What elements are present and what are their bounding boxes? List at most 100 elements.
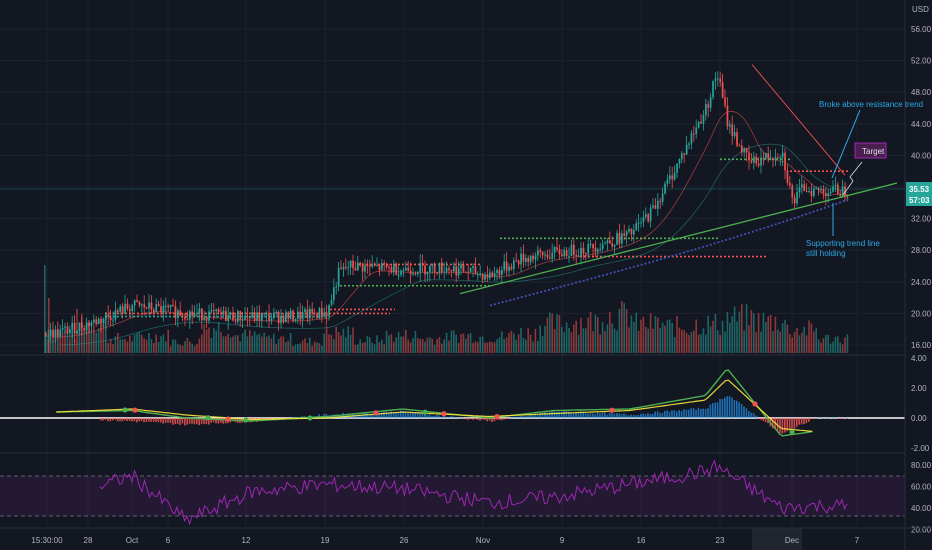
candle-body [203, 317, 206, 321]
volume-bar [789, 333, 791, 353]
volume-bar [676, 316, 678, 353]
macd-histogram-bar [649, 413, 652, 418]
volume-bar [90, 330, 93, 353]
candle-body [712, 80, 714, 98]
candle-body [237, 310, 239, 322]
macd-histogram-bar [469, 418, 472, 419]
candle-body [61, 327, 64, 330]
rsi-pane[interactable] [0, 459, 905, 526]
volume-bar [395, 337, 397, 353]
volume-bar [49, 333, 52, 353]
candle-body [575, 254, 578, 257]
volume-bar [633, 322, 635, 353]
volume-bar [609, 311, 611, 353]
price-tick-label: 52.00 [911, 57, 932, 66]
macd-histogram-bar [716, 402, 719, 418]
candle-body [49, 329, 52, 336]
candle-body [789, 182, 791, 186]
macd-histogram-bar [604, 412, 606, 418]
macd-histogram-bar [539, 413, 541, 418]
volume-bar [61, 332, 64, 353]
macd-histogram-bar [712, 403, 714, 418]
macd-histogram-bar [373, 412, 376, 418]
volume-bar [373, 344, 376, 353]
rsi-tick-label: 40.00 [911, 504, 932, 513]
candle-body [779, 157, 782, 159]
volume-bar [402, 336, 405, 353]
volume-bar [153, 342, 155, 353]
candle-body [95, 319, 98, 325]
volume-bar [681, 329, 683, 353]
macd-histogram-bar [222, 418, 224, 424]
volume-bar [767, 316, 769, 353]
candle-body [361, 264, 364, 272]
annotation-support[interactable]: Supporting trend line still holding [806, 203, 880, 258]
volume-bar [498, 337, 501, 353]
candle-body [311, 308, 314, 314]
macd-histogram-bar [685, 409, 688, 418]
volume-bar [179, 344, 181, 353]
candle-body [534, 255, 537, 260]
macd-histogram-bar [100, 418, 102, 421]
volume-bar [359, 339, 361, 353]
candle-body [174, 305, 177, 318]
candle-body [721, 82, 724, 98]
time-axis[interactable]: 15:30:00 28 Oct 6 12 19 26 Nov 9 16 23 Dec 7 [0, 527, 932, 550]
candle-body [635, 223, 638, 230]
volume-bar [342, 328, 345, 353]
volume-bar [48, 298, 50, 353]
candle-body [210, 310, 213, 312]
annotation-resistance[interactable]: Broke above resistance trend [819, 100, 923, 179]
macd-histogram-bar [224, 418, 227, 424]
macd-pane[interactable] [0, 369, 905, 437]
volume-bar [44, 265, 46, 353]
volume-bar [709, 326, 712, 353]
volume-bar [119, 339, 121, 353]
candle-body [647, 214, 650, 222]
candle-body [213, 310, 215, 312]
volume-bar [208, 327, 210, 353]
candle-body [659, 200, 662, 202]
candle-body [395, 263, 398, 275]
candle-body [321, 308, 323, 317]
macd-histogram-bar [529, 414, 532, 418]
annotation-target[interactable]: Target [842, 142, 887, 196]
volume-bar [66, 331, 69, 353]
volume-bar [496, 339, 498, 353]
candle-body [558, 249, 561, 255]
candle-body [621, 233, 623, 244]
macd-histogram-bar [136, 418, 138, 423]
volume-bar [822, 338, 825, 353]
candle-body [582, 247, 585, 254]
macd-histogram-bar [829, 417, 832, 418]
candle-body [820, 189, 822, 191]
volume-bar [705, 334, 707, 353]
candle-body [429, 266, 431, 273]
macd-histogram-bar [565, 411, 568, 418]
price-pane[interactable] [44, 64, 898, 353]
candle-body [193, 313, 196, 316]
price-tick-label: 20.00 [911, 309, 932, 318]
volume-bar [232, 336, 234, 353]
candle-body [537, 250, 539, 256]
volume-bar [88, 319, 90, 353]
candle-body [239, 310, 242, 321]
volume-bar [169, 346, 172, 353]
candle-body [385, 263, 388, 268]
volume-bar [210, 337, 213, 353]
macd-histogram-bar [172, 418, 174, 425]
volume-bar [661, 322, 664, 353]
price-tick-label: 44.00 [911, 120, 932, 129]
volume-bar [803, 326, 805, 353]
macd-histogram-bar [796, 418, 798, 427]
macd-histogram-bar [676, 411, 678, 418]
macd-cross-marker [609, 407, 615, 413]
macd-histogram-bar [383, 411, 385, 418]
candle-body [508, 266, 510, 271]
volume-bar [385, 330, 388, 353]
candle-body [424, 265, 426, 275]
candle-body [563, 250, 566, 257]
volume-bar [349, 334, 352, 353]
